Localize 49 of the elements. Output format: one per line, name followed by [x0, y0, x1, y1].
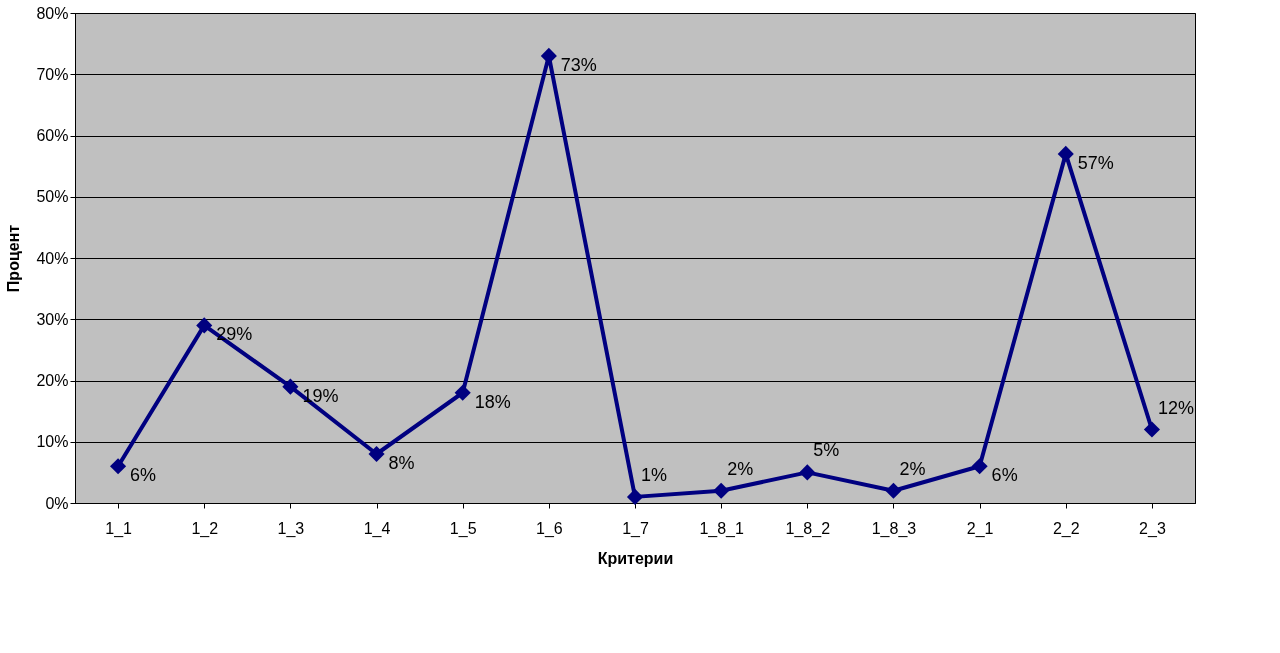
- point: [282, 378, 299, 395]
- data-label: 5%: [813, 440, 840, 461]
- data-label: 2%: [727, 458, 754, 479]
- x-tick-label: 1_8_1: [699, 519, 744, 538]
- x-tick-label: 1_8_2: [785, 519, 831, 538]
- point: [110, 458, 127, 475]
- y-tick-label: 80%: [36, 4, 69, 22]
- x-tick-label: 1_5: [449, 519, 477, 538]
- x-tick-label: 1_3: [277, 519, 305, 538]
- x-tick-label: 1_8_3: [871, 519, 917, 538]
- point: [454, 384, 471, 401]
- data-label: 57%: [1077, 152, 1114, 173]
- x-tick-label: 1_6: [535, 519, 563, 538]
- data-label: 6%: [130, 465, 157, 486]
- data-label: 19%: [302, 385, 339, 406]
- data-label: 12%: [1157, 397, 1194, 418]
- point: [626, 488, 644, 505]
- x-tick-label: 2_3: [1139, 519, 1166, 538]
- y-tick-label: 40%: [36, 249, 69, 267]
- data-label: 1%: [641, 464, 668, 485]
- x-tick-label: 2_1: [966, 519, 994, 538]
- point: [799, 464, 816, 481]
- point: [1143, 421, 1160, 438]
- y-tick-label: 60%: [36, 127, 69, 144]
- point: [971, 458, 988, 475]
- y-tick-label: 10%: [36, 433, 69, 451]
- y-tick-label: 20%: [36, 372, 69, 389]
- data-label: 8%: [388, 453, 415, 473]
- x-tick-label: 2_2: [1052, 519, 1080, 538]
- point: [713, 482, 730, 499]
- data-label: 6%: [991, 465, 1018, 486]
- data-label: 2%: [899, 458, 926, 479]
- point: [885, 482, 902, 499]
- data-label: 18%: [474, 391, 511, 412]
- x-tick-label: 1_7: [622, 519, 649, 538]
- point: [196, 317, 213, 334]
- y-tick-label: 0%: [45, 494, 69, 512]
- y-axis-title: Процент: [5, 224, 23, 293]
- y-tick-label: 50%: [36, 188, 69, 206]
- data-label: 29%: [216, 324, 253, 345]
- y-tick-label: 30%: [36, 310, 69, 328]
- y-tick-label: 70%: [36, 65, 69, 83]
- point: [368, 445, 385, 463]
- x-tick-label: 1_2: [191, 519, 219, 538]
- x-tick-label: 1_1: [105, 519, 133, 538]
- data-label: 73%: [560, 54, 597, 75]
- point: [1057, 145, 1074, 162]
- x-tick-label: 1_4: [363, 519, 391, 538]
- x-axis-title: Критерии: [597, 549, 674, 567]
